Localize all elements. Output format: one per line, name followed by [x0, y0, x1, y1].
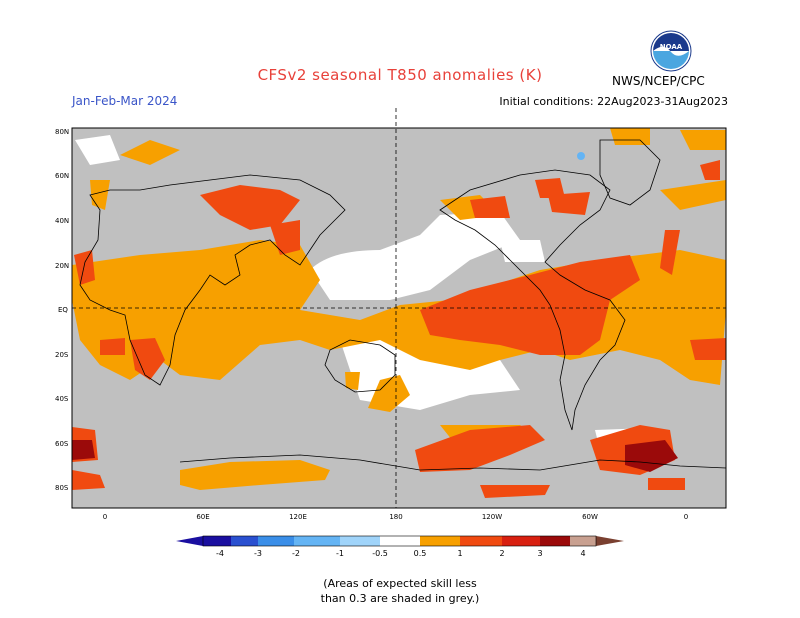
lat-label: 40N [55, 217, 69, 225]
lon-label: 0 [684, 513, 688, 521]
lat-label: EQ [58, 306, 68, 314]
initial-conditions: Initial conditions: 22Aug2023-31Aug2023 [499, 95, 728, 108]
longitude-axis: 0 60E 120E 180 120W 60W 0 [103, 513, 688, 521]
colorbar-segment [540, 536, 570, 546]
colorbar-label: 3 [537, 549, 542, 558]
colorbar-labels: -4 -3 -2 -1 -0.5 0.5 1 2 3 4 [216, 549, 586, 558]
lat-label: 20S [55, 351, 69, 359]
coastlines [79, 139, 727, 471]
skill-note-line: (Areas of expected skill less [323, 577, 477, 590]
colorbar-segment [231, 536, 258, 546]
lat-label: 20N [55, 262, 69, 270]
colorbar-high-arrow [596, 536, 624, 546]
lon-label: 120W [482, 513, 502, 521]
lon-label: 0 [103, 513, 107, 521]
colorbar-segment [203, 536, 231, 546]
colorbar-label: 0.5 [414, 549, 427, 558]
colorbar-label: -1 [336, 549, 344, 558]
season-label: Jan-Feb-Mar 2024 [72, 94, 178, 108]
lat-label: 80N [55, 128, 69, 136]
darkred-anomaly-regions [72, 440, 678, 472]
lon-label: 60E [196, 513, 209, 521]
lat-label: 60S [55, 440, 69, 448]
noaa-logo-text: NOAA [660, 43, 683, 51]
lon-label: 120E [289, 513, 307, 521]
lon-label: 180 [389, 513, 402, 521]
colorbar-segment [380, 536, 420, 546]
lat-label: 80S [55, 484, 69, 492]
noaa-logo: NOAA [650, 30, 692, 72]
chart-title: CFSv2 seasonal T850 anomalies (K) [257, 66, 543, 84]
colorbar-label: -4 [216, 549, 224, 558]
latitude-axis: 80N 60N 40N 20N EQ 20S 40S 60S 80S [55, 128, 69, 492]
colorbar-segment [420, 536, 460, 546]
lon-label: 60W [582, 513, 598, 521]
colorbar [176, 535, 624, 547]
colorbar-segment [570, 536, 596, 546]
colorbar-label: 2 [499, 549, 504, 558]
agency-label: NWS/NCEP/CPC [612, 74, 705, 88]
colorbar-frame [202, 535, 597, 547]
colorbar-label: -0.5 [372, 549, 388, 558]
colorbar-segment [294, 536, 340, 546]
lat-label: 40S [55, 395, 69, 403]
colorbar-label: -2 [292, 549, 300, 558]
map-frame [71, 127, 727, 509]
colorbar-segment [502, 536, 540, 546]
colorbar-low-arrow [176, 536, 203, 546]
colorbar-label: 4 [580, 549, 585, 558]
lat-label: 60N [55, 172, 69, 180]
colorbar-label: -3 [254, 549, 262, 558]
cool-anomaly-spot [577, 152, 585, 160]
colorbar-segment [340, 536, 380, 546]
colorbar-label: 1 [457, 549, 462, 558]
colorbar-segment [460, 536, 502, 546]
skill-note-line: than 0.3 are shaded in grey.) [320, 592, 480, 605]
skill-note: (Areas of expected skill less than 0.3 a… [0, 576, 800, 606]
colorbar-segment [258, 536, 294, 546]
